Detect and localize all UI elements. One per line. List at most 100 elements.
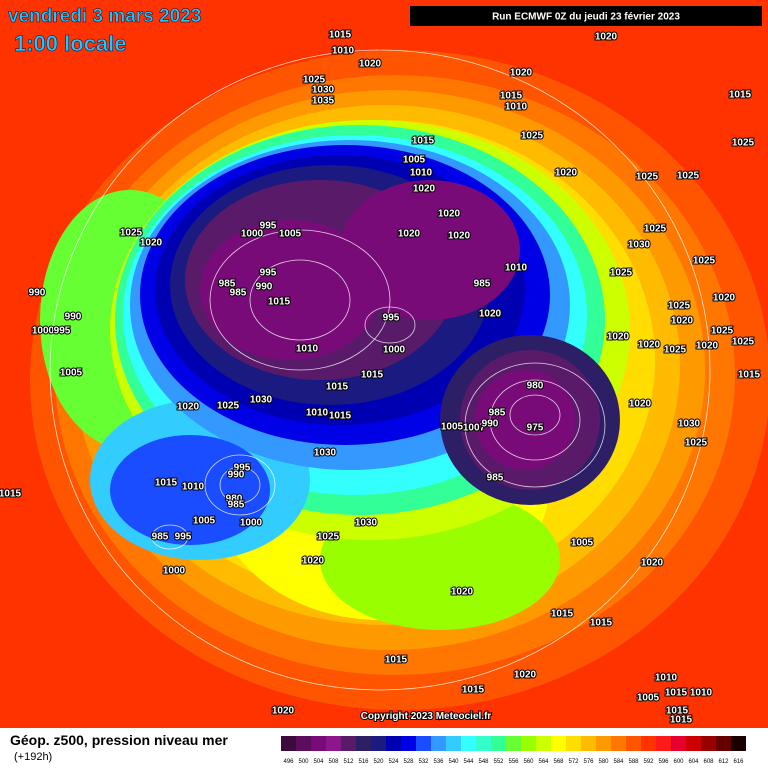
legend-tick-label: 540 [448, 759, 459, 765]
pressure-label: 1025 [610, 268, 633, 279]
pressure-label: 1025 [521, 131, 544, 142]
pressure-label: 995 [234, 463, 251, 474]
pressure-label: 1005 [279, 229, 302, 240]
legend-tick-label: 616 [733, 759, 744, 765]
pressure-label: 1020 [713, 293, 736, 304]
isobars [49, 49, 711, 691]
pressure-label: 1020 [359, 59, 382, 70]
color-legend: 496 500 504 508 512 516 520 524 528 532 536 540 544 5… [281, 736, 746, 765]
legend-tick-label: 504 [313, 759, 324, 765]
pressure-label: 1015 [738, 370, 761, 381]
legend-swatch [506, 736, 521, 751]
pressure-label: 1020 [438, 209, 461, 220]
pressure-label: 995 [260, 268, 277, 279]
pressure-label: 990 [256, 282, 273, 293]
legend-tick-label: 608 [703, 759, 714, 765]
pressure-label: 1015 [670, 715, 693, 726]
legend-tick-label: 548 [478, 759, 489, 765]
pressure-label: 1015 [666, 706, 689, 717]
pressure-label: 1025 [677, 171, 700, 182]
pressure-label: 1015 [361, 370, 384, 381]
pressure-label: 990 [29, 288, 46, 299]
pressure-label: 980 [527, 381, 544, 392]
pressure-label: 1030 [678, 419, 701, 430]
legend-swatch [551, 736, 566, 751]
copyright: Copyright 2023 Meteociel.fr [361, 711, 492, 722]
pressure-label: 1025 [732, 337, 755, 348]
pressure-label: 1020 [140, 238, 163, 249]
pressure-label: 1005 [193, 516, 216, 527]
map-title: Géop. z500, pression niveau mer [10, 732, 228, 748]
pressure-label: 1000 [240, 518, 263, 529]
run-box [410, 6, 762, 26]
legend-tick-label: 576 [583, 759, 594, 765]
pressure-label: 1020 [607, 332, 630, 343]
legend-swatch [416, 736, 431, 751]
pressure-label: 1030 [312, 85, 335, 96]
legend-swatch [341, 736, 356, 751]
pressure-label: 1020 [479, 309, 502, 320]
pressure-label: 990 [482, 419, 499, 430]
forecast-date: vendredi 3 mars 2023 [8, 6, 201, 27]
pressure-label: 1010 [655, 673, 678, 684]
legend-tick-label: 508 [328, 759, 339, 765]
pressure-label: 1010 [306, 408, 329, 419]
legend-tick-label: 584 [613, 759, 624, 765]
run-info: Run ECMWF 0Z du jeudi 23 février 2023 [492, 12, 680, 23]
geopotential-bands [30, 50, 768, 710]
legend-swatch [521, 736, 536, 751]
legend-tick-label: 512 [343, 759, 354, 765]
pressure-label: 1025 [120, 228, 143, 239]
legend-tick-label: 588 [628, 759, 639, 765]
pressure-label: 1020 [448, 231, 471, 242]
legend-tick-label: 560 [523, 759, 534, 765]
legend-swatch [686, 736, 701, 751]
legend-tick-label: 552 [493, 759, 504, 765]
legend-swatch [431, 736, 446, 751]
legend-swatch [641, 736, 656, 751]
pressure-label: 985 [489, 408, 506, 419]
pressure-label: 1010 [410, 168, 433, 179]
legend-swatch [611, 736, 626, 751]
pressure-label: 1020 [638, 340, 661, 351]
legend-tick-label: 496 [283, 759, 294, 765]
legend-swatch [371, 736, 386, 751]
legend-swatch [311, 736, 326, 751]
legend-tick-label: 544 [463, 759, 474, 765]
legend-swatch [536, 736, 551, 751]
legend-tick-label: 612 [718, 759, 729, 765]
pressure-label: 1015 [665, 688, 688, 699]
pressure-label: 1015 [329, 30, 352, 41]
pressure-label: 985 [487, 473, 504, 484]
legend-tick-label: 592 [643, 759, 654, 765]
legend-swatch [281, 736, 296, 751]
pressure-label: 980 [226, 494, 243, 505]
pressure-label: 1010 [505, 102, 528, 113]
pressure-label: 1015 [326, 382, 349, 393]
legend-swatch [596, 736, 611, 751]
pressure-label: 1000 [32, 326, 55, 337]
pressure-label: 1020 [177, 402, 200, 413]
pressure-label: 1005 [571, 538, 594, 549]
lead-time: (+192h) [14, 751, 52, 763]
pressure-label: 1035 [312, 96, 335, 107]
pressure-label: 1015 [500, 91, 523, 102]
legend-tick-label: 536 [433, 759, 444, 765]
pressure-label: 985 [230, 288, 247, 299]
legend-swatch [356, 736, 371, 751]
forecast-time: 1:00 locale [14, 31, 127, 56]
pressure-label: 1025 [732, 138, 755, 149]
pressure-label: 1030 [250, 395, 273, 406]
pressure-label: 1020 [272, 706, 295, 717]
legend-tick-label: 596 [658, 759, 669, 765]
pressure-label: 1030 [314, 448, 337, 459]
legend-swatch [581, 736, 596, 751]
legend-swatch [401, 736, 416, 751]
pressure-label: 1030 [355, 518, 378, 529]
pressure-label: 1015 [155, 478, 178, 489]
pressure-label: 1020 [451, 587, 474, 598]
pressure-label: 1010 [690, 688, 713, 699]
pressure-label: 1025 [664, 345, 687, 356]
